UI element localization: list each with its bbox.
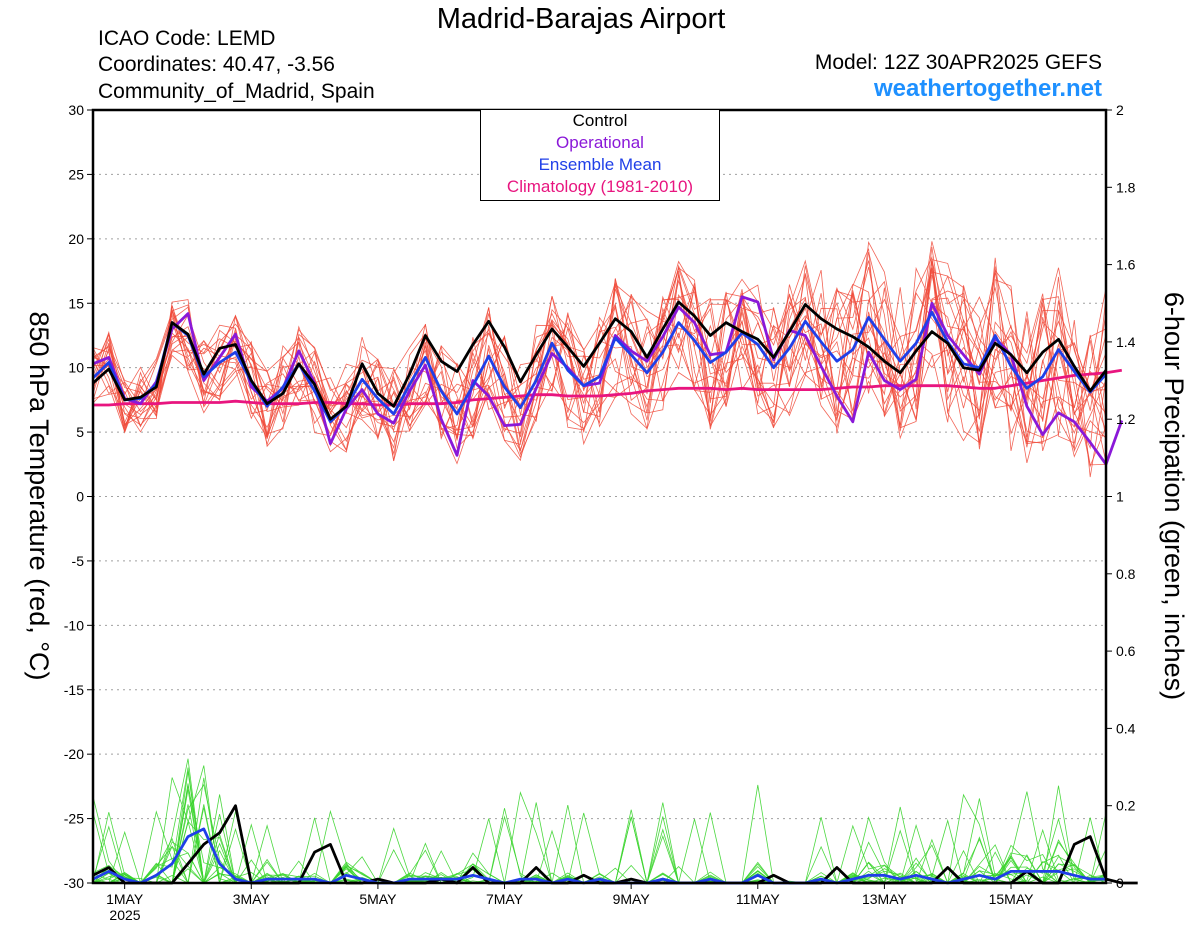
left-tick-label: 10: [68, 360, 84, 376]
ensemble-temp-member: [92, 275, 1107, 466]
temp-series-control: [92, 300, 1108, 421]
left-tick-label: -5: [72, 553, 85, 569]
x-tick-label: 9MAY: [613, 891, 651, 907]
ensemble-temp-member: [92, 251, 1107, 463]
ensemble-members: [92, 240, 1107, 885]
left-tick-label: 25: [68, 166, 84, 182]
legend-climatology: Climatology (1981-2010): [506, 177, 694, 196]
x-axis-ticks: 1MAY 3MAY 5MAY 7MAY 9MAY 11MAY 13MAY 15MAY: [106, 883, 1034, 907]
x-tick-label: 7MAY: [486, 891, 524, 907]
right-tick-label: 1.2: [1116, 411, 1136, 427]
ensemble-precip-member: [93, 771, 1107, 884]
left-tick-label: 0: [76, 489, 84, 505]
chart-title: Madrid-Barajas Airport: [436, 3, 726, 35]
left-tick-label: -25: [64, 811, 84, 827]
right-axis-label: 6-hour Precipation (green, inches): [1159, 292, 1189, 700]
ensemble-temp-member: [92, 259, 1107, 462]
precip-series-ensemble-mean: [92, 827, 1106, 885]
left-axis-ticks: 30 25 20 15 10 5 0 -5 -10 -15 -20 -25 -30: [64, 102, 93, 891]
ensemble-temp-member: [92, 240, 1107, 452]
left-axis-label: 850 hPa Temperature (red, °C): [24, 312, 54, 681]
ensemble-precip-member: [92, 785, 1106, 884]
ensemble-precip-member: [92, 777, 1107, 884]
x-tick-label: 15MAY: [989, 891, 1035, 907]
left-tick-label: 30: [68, 102, 84, 118]
year-label: 2025: [109, 907, 140, 923]
left-tick-label: -15: [64, 682, 84, 698]
x-tick-label: 13MAY: [862, 891, 908, 907]
x-tick-label: 11MAY: [736, 891, 780, 907]
ensemble-precip-member: [92, 783, 1107, 884]
legend-operational: Operational: [556, 133, 644, 152]
left-tick-label: -30: [64, 875, 84, 891]
legend-ensemble-mean: Ensemble Mean: [538, 155, 662, 174]
right-tick-label: 0: [1116, 875, 1124, 891]
left-tick-label: 15: [68, 295, 84, 311]
x-tick-label: 3MAY: [233, 891, 271, 907]
ensemble-precip-member: [92, 765, 1107, 884]
region-name: Community_of_Madrid, Spain: [98, 80, 375, 103]
right-tick-label: 2: [1116, 102, 1124, 118]
left-tick-label: -20: [64, 746, 84, 762]
ensemble-precip-member: [92, 804, 1107, 885]
legend-control: Control: [572, 111, 628, 130]
ensemble-temp-member: [92, 241, 1107, 478]
ensemble-temp-member: [92, 265, 1107, 447]
ensemble-precip-member: [92, 783, 1106, 884]
right-tick-label: 0.2: [1116, 798, 1136, 814]
right-axis-ticks: 2 1.8 1.6 1.4 1.2 1 0.8 0.6 0.4 0.2 0: [1106, 102, 1136, 891]
x-tick-label: 1MAY: [106, 891, 144, 907]
coordinates: Coordinates: 40.47, -3.56: [98, 53, 335, 76]
left-tick-label: 5: [76, 424, 84, 440]
ensemble-precip-member: [92, 777, 1107, 884]
model-run: Model: 12Z 30APR2025 GEFS: [814, 51, 1102, 74]
right-tick-label: 1.4: [1116, 334, 1136, 350]
right-tick-label: 0.6: [1116, 643, 1136, 659]
ensemble-precip-member: [92, 767, 1107, 884]
right-tick-label: 0.4: [1116, 720, 1136, 736]
ensemble-precip-member: [92, 785, 1107, 884]
right-tick-label: 1.8: [1116, 179, 1136, 195]
icao-code: ICAO Code: LEMD: [98, 27, 276, 50]
site-name: weathertogether.net: [873, 75, 1102, 102]
right-tick-label: 1: [1116, 489, 1124, 505]
grid-lines: [93, 173, 1106, 820]
left-tick-label: -10: [64, 617, 84, 633]
ensemble-precip-member: [93, 758, 1107, 884]
legend: Control Operational Ensemble Mean Climat…: [480, 109, 720, 201]
left-tick-label: 20: [68, 231, 84, 247]
right-tick-label: 1.6: [1116, 257, 1136, 273]
right-tick-label: 0.8: [1116, 566, 1136, 582]
x-tick-label: 5MAY: [359, 891, 397, 907]
